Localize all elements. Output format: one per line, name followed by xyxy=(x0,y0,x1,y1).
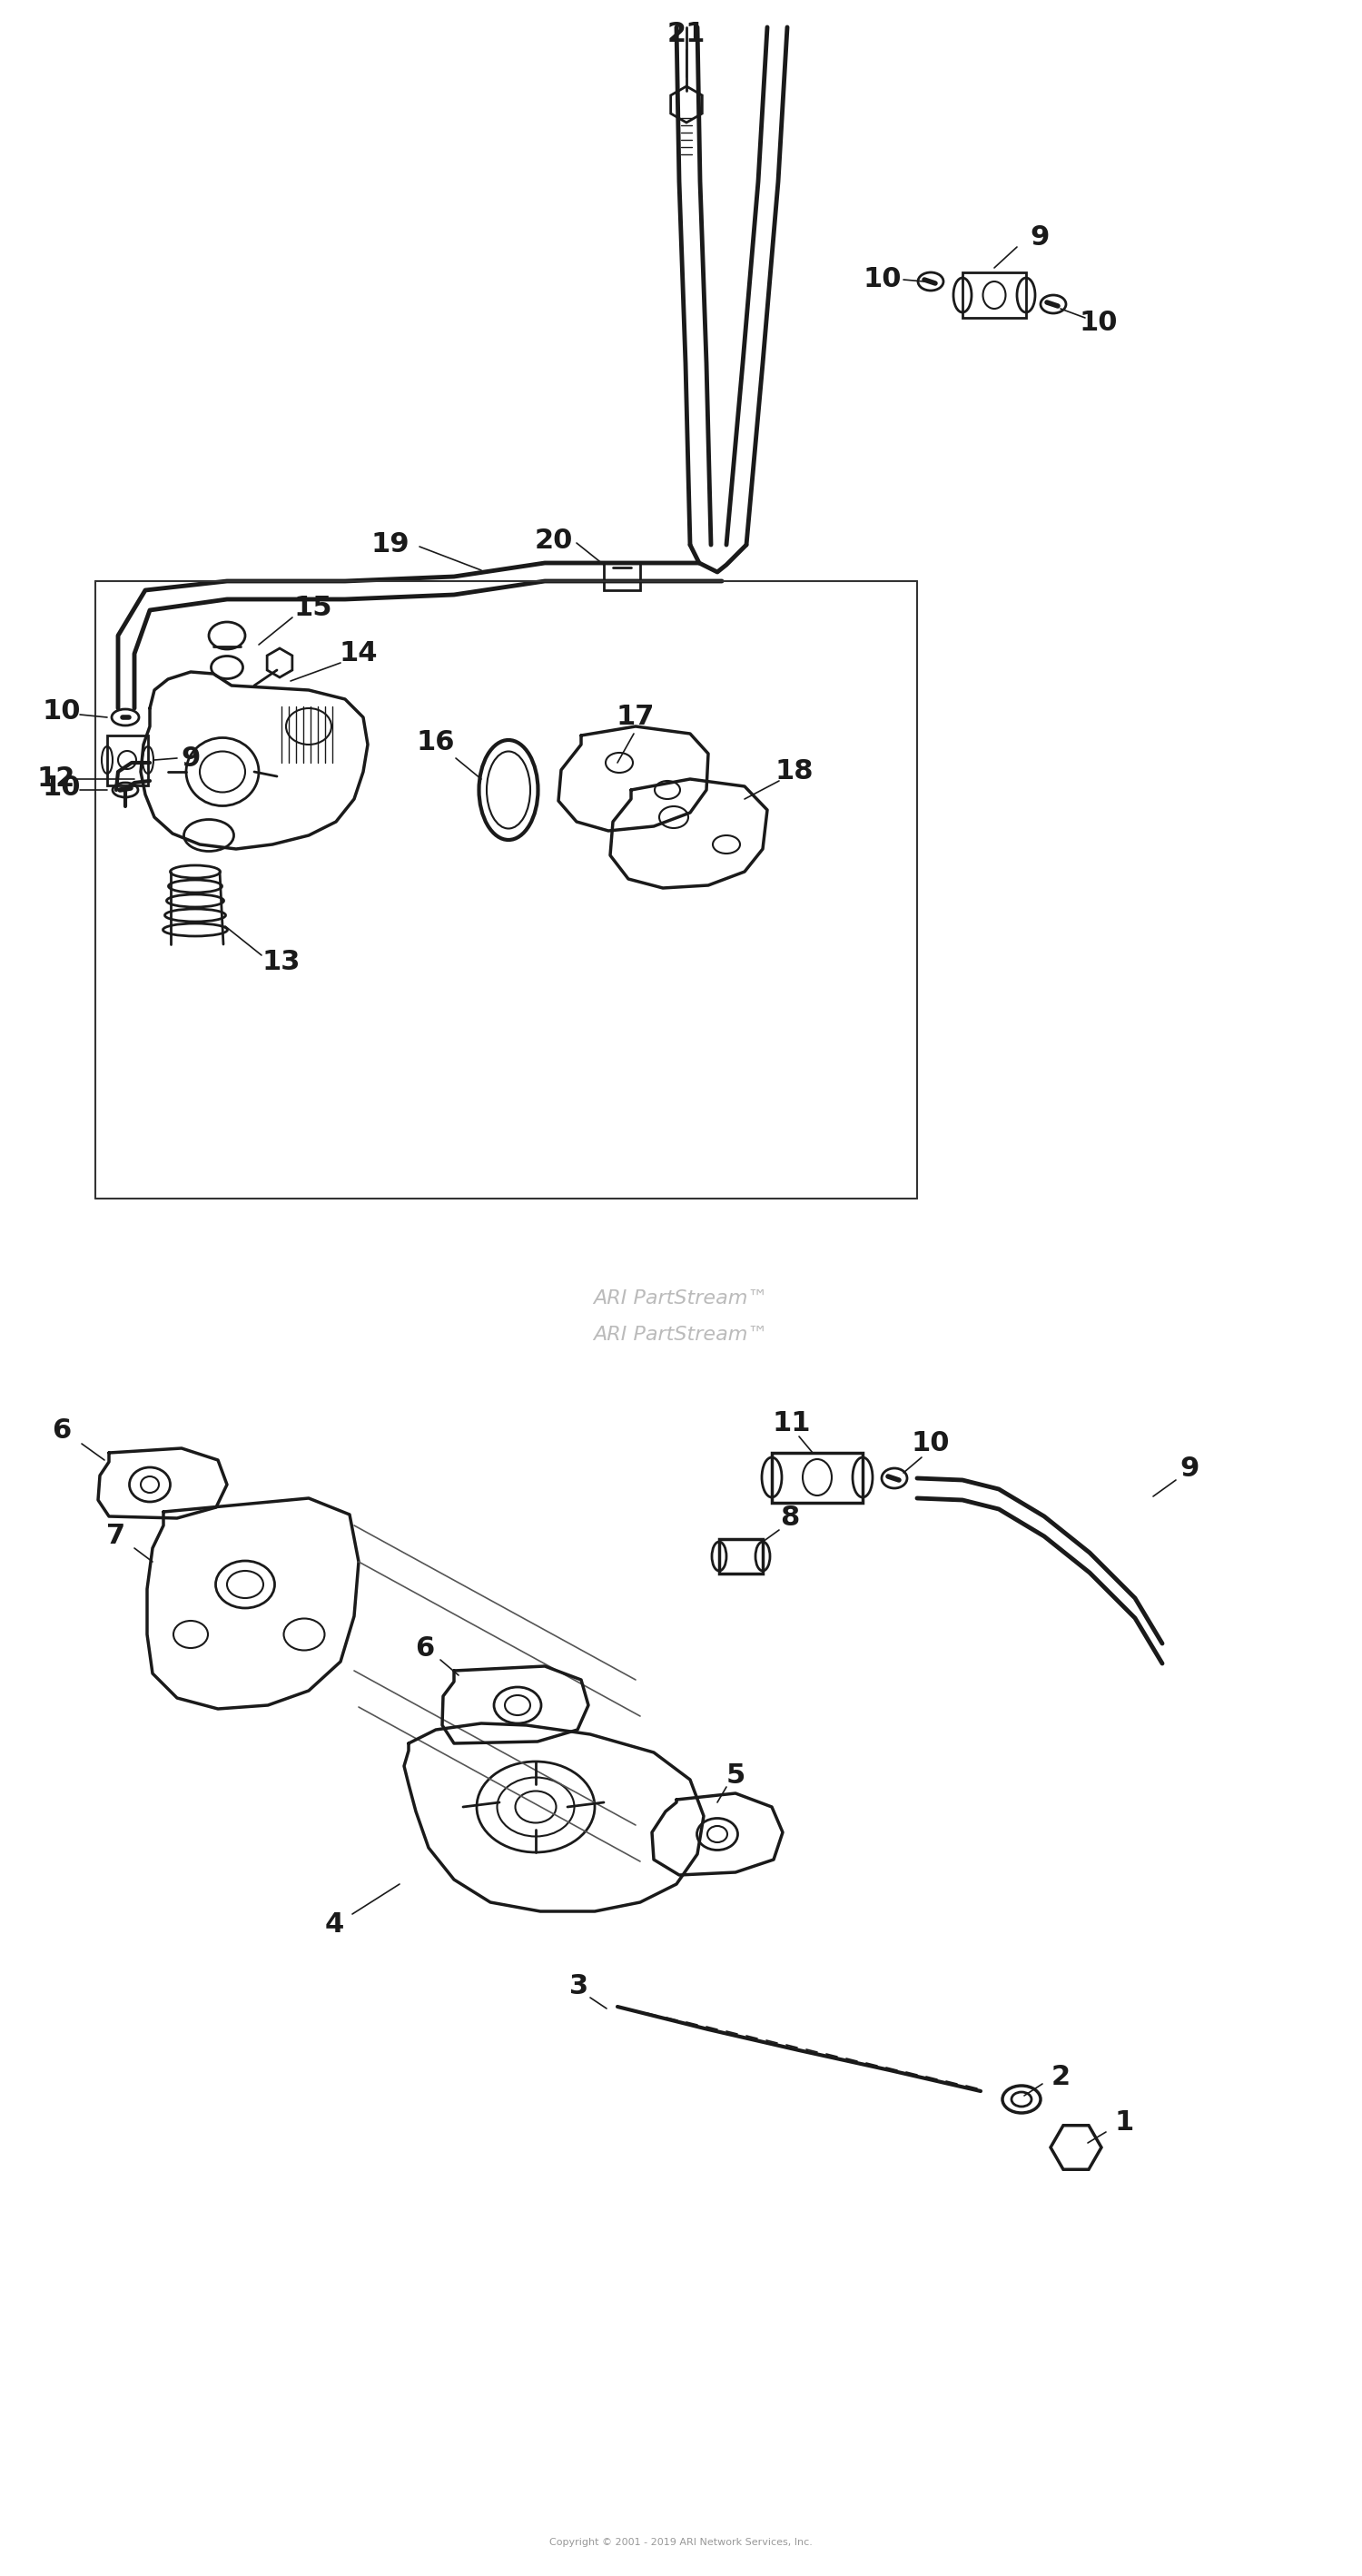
Bar xyxy=(719,1538,763,1574)
Text: 5: 5 xyxy=(726,1762,745,1788)
Text: ARI PartStream™: ARI PartStream™ xyxy=(594,1327,768,1345)
Text: ARI PartStream™: ARI PartStream™ xyxy=(594,1291,768,1309)
Text: 6: 6 xyxy=(52,1417,71,1443)
Text: 21: 21 xyxy=(667,21,706,49)
Text: 4: 4 xyxy=(324,1911,343,1937)
Text: 13: 13 xyxy=(263,951,301,976)
Text: 16: 16 xyxy=(417,729,455,755)
Bar xyxy=(603,564,640,590)
Text: 18: 18 xyxy=(775,760,814,786)
Text: 12: 12 xyxy=(37,765,75,793)
Text: 14: 14 xyxy=(339,641,377,667)
Text: 9: 9 xyxy=(1179,1455,1199,1481)
Text: 8: 8 xyxy=(780,1504,799,1530)
Text: 7: 7 xyxy=(106,1522,125,1551)
Text: 3: 3 xyxy=(569,1973,588,1999)
Text: 2: 2 xyxy=(1051,2063,1071,2092)
Text: 17: 17 xyxy=(617,703,655,732)
Text: 9: 9 xyxy=(1030,224,1049,250)
Text: 9: 9 xyxy=(181,744,200,770)
Bar xyxy=(963,273,1026,317)
Text: 10: 10 xyxy=(42,698,82,724)
Ellipse shape xyxy=(479,739,538,840)
Text: 10: 10 xyxy=(1079,309,1118,335)
Text: 19: 19 xyxy=(370,531,410,559)
Text: Copyright © 2001 - 2019 ARI Network Services, Inc.: Copyright © 2001 - 2019 ARI Network Serv… xyxy=(549,2537,813,2548)
Text: 6: 6 xyxy=(415,1636,434,1662)
Bar xyxy=(772,1453,862,1502)
Text: 10: 10 xyxy=(864,265,902,291)
Text: 11: 11 xyxy=(772,1412,812,1437)
Text: 20: 20 xyxy=(535,528,573,554)
Text: 15: 15 xyxy=(294,595,332,621)
Text: 1: 1 xyxy=(1114,2110,1133,2136)
Text: 10: 10 xyxy=(42,775,82,801)
Text: 10: 10 xyxy=(911,1430,951,1458)
Bar xyxy=(108,737,148,786)
